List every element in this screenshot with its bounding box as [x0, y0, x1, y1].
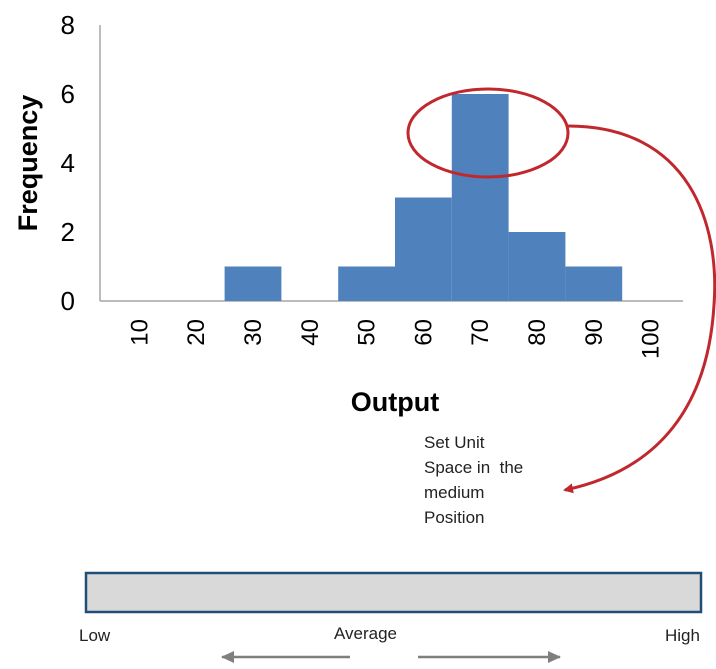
- x-tick-label: 100: [638, 319, 665, 359]
- x-tick-label: 10: [126, 319, 153, 346]
- x-tick-label: 80: [524, 319, 551, 346]
- x-tick-label: 60: [410, 319, 437, 346]
- annotation-note-line: medium: [424, 483, 484, 502]
- highlight-ellipse: [406, 87, 570, 179]
- x-tick-label: 30: [240, 319, 267, 346]
- x-tick-group: 10 20 30 40 50 60 70 80 90 100: [126, 319, 664, 359]
- histogram-bar: [338, 266, 395, 301]
- x-tick-label: 50: [354, 319, 381, 346]
- x-tick-label: 70: [467, 319, 494, 346]
- y-tick-group: 0 2 4 6 8: [61, 10, 75, 316]
- x-tick-label: 90: [581, 319, 608, 346]
- y-tick-label: 4: [61, 148, 75, 178]
- y-axis-title: Frequency: [13, 95, 43, 232]
- bar-group: [224, 94, 623, 301]
- annotation-note: Set Unit Space in the medium Position: [424, 433, 523, 527]
- annotation-note-line: Position: [424, 508, 484, 527]
- scale-bar: [84, 571, 703, 614]
- scale-average-label: Average: [334, 624, 397, 643]
- histogram-bar: [224, 266, 282, 301]
- y-tick-label: 6: [61, 79, 75, 109]
- histogram-bar: [508, 232, 566, 301]
- histogram-bar: [395, 197, 452, 301]
- x-axis-title: Output: [351, 387, 439, 417]
- y-tick-label: 0: [61, 286, 75, 316]
- histogram-bar: [565, 266, 623, 301]
- y-tick-label: 8: [61, 10, 75, 40]
- y-tick-label: 2: [61, 217, 75, 247]
- x-tick-label: 40: [297, 319, 324, 346]
- histogram-bar: [451, 94, 509, 301]
- scale-low-label: Low: [79, 626, 111, 645]
- scale-high-label: High: [665, 626, 700, 645]
- annotation-note-line: Set Unit: [424, 433, 485, 452]
- x-tick-label: 20: [183, 319, 210, 346]
- red-curved-arrow: [563, 124, 716, 494]
- annotation-note-line: Space in the: [424, 458, 523, 477]
